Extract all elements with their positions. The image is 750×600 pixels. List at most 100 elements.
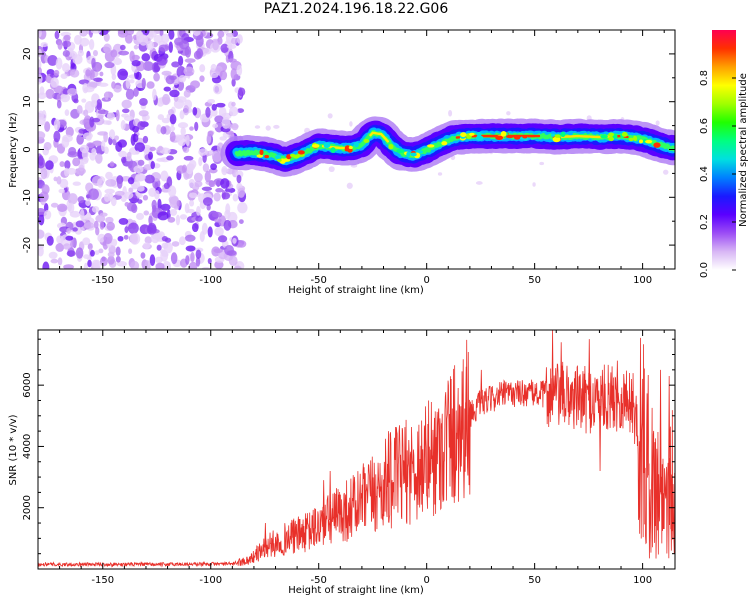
noise-blob [188, 178, 196, 188]
noise-blob [149, 146, 156, 152]
noise-blob [133, 44, 139, 50]
noise-blob [191, 222, 199, 233]
noise-blob [76, 104, 83, 114]
noise-blob [122, 108, 130, 114]
noise-blob [207, 130, 214, 137]
ridge-speckle [645, 139, 653, 144]
snr-panel: -150 -100 -50 0 50 100 2000 4000 6000 Height of… [8, 329, 676, 596]
noise-blob [153, 72, 160, 82]
noise-blob [115, 190, 125, 196]
ridge-speckle [505, 134, 514, 139]
noise-blob [168, 30, 175, 40]
noise-blob [161, 33, 170, 44]
noise-blob [195, 35, 204, 47]
noise-blob [236, 64, 243, 77]
ridge-speckle [500, 131, 507, 137]
noise-blob [162, 261, 172, 269]
noise-blob [156, 56, 168, 66]
spectrogram-x-label: Height of straight line (km) [288, 285, 424, 296]
noise-blob [150, 31, 157, 38]
noise-blob [38, 73, 43, 85]
frequency-ridge [220, 116, 675, 177]
noise-blob [127, 222, 139, 234]
noise-blob [117, 30, 128, 38]
noise-blob [161, 70, 172, 76]
noise-blob [65, 235, 74, 241]
noise-blob [66, 250, 76, 257]
noise-blob [107, 255, 115, 265]
ridge-speckle [495, 135, 504, 140]
ridge-speckle [638, 139, 644, 144]
noise-blob [44, 121, 51, 132]
noise-blob [226, 44, 237, 50]
noise-blob [169, 196, 180, 209]
spectrogram-x-ticks: -150 -100 -50 0 50 100 [37, 30, 665, 286]
ridge-speckle [264, 154, 269, 159]
noise-blob [229, 106, 239, 117]
ridge-speckle [396, 148, 405, 153]
noise-blob [208, 149, 214, 155]
noise-blob [97, 114, 104, 120]
noise-blob [236, 174, 242, 184]
noise-blob [532, 182, 536, 187]
x-tick-label: 50 [528, 275, 541, 286]
noise-blob [202, 197, 213, 206]
noise-blob [170, 252, 178, 265]
noise-blob [156, 157, 166, 162]
ridge-peak [369, 131, 389, 143]
noise-blob [233, 265, 242, 269]
noise-blob [230, 68, 237, 80]
noise-blob [106, 120, 112, 126]
noise-blob [92, 140, 103, 147]
colorbar-ticks: 0.0 0.2 0.4 0.6 0.8 [699, 70, 736, 278]
noise-blob [132, 125, 139, 133]
noise-blob [655, 120, 660, 126]
noise-blob [213, 83, 223, 95]
noise-blob [81, 98, 87, 103]
noise-blob [82, 132, 93, 140]
colorbar-tick-label: 0.0 [699, 262, 710, 278]
noise-blob [169, 126, 176, 132]
noise-blob [155, 262, 165, 269]
noise-blob [179, 214, 188, 220]
noise-blob [125, 30, 135, 36]
noise-blob [124, 226, 129, 234]
noise-blob [38, 92, 47, 100]
noise-blob [105, 171, 113, 180]
noise-blob [38, 229, 45, 239]
noise-blob [146, 81, 155, 89]
noise-blob [178, 74, 187, 83]
noise-blob [68, 202, 75, 214]
noise-blob [158, 44, 170, 52]
ridge-speckle [406, 151, 411, 157]
noise-blob [127, 177, 135, 185]
noise-blob [99, 256, 108, 267]
noise-blob [217, 235, 228, 243]
figure-title: PAZ1.2024.196.18.22.G06 [263, 1, 449, 17]
noise-blob [91, 206, 100, 213]
noise-blob [273, 124, 280, 129]
noise-blob [79, 208, 85, 220]
ridge-speckle [522, 135, 528, 139]
noise-blob [163, 182, 170, 190]
noise-blob [63, 264, 75, 269]
noise-blob [67, 193, 78, 205]
noise-blob [182, 146, 190, 153]
noise-blob [107, 251, 115, 258]
noise-blob [78, 128, 87, 134]
noise-blob [212, 123, 219, 128]
ridge-speckle [348, 145, 353, 150]
noise-blob [110, 196, 117, 207]
noise-blob [157, 145, 163, 151]
noise-blob [181, 164, 187, 173]
ridge-speckle [628, 137, 634, 142]
noise-blob [195, 215, 203, 222]
noise-blob [161, 242, 169, 249]
noise-blob [106, 221, 115, 231]
noise-blob [176, 96, 187, 103]
noise-blob [105, 178, 117, 187]
noise-blob [41, 184, 50, 195]
noise-blob [141, 77, 146, 90]
noise-blob [78, 79, 90, 85]
colorbar-tick-label: 0.6 [699, 118, 710, 134]
